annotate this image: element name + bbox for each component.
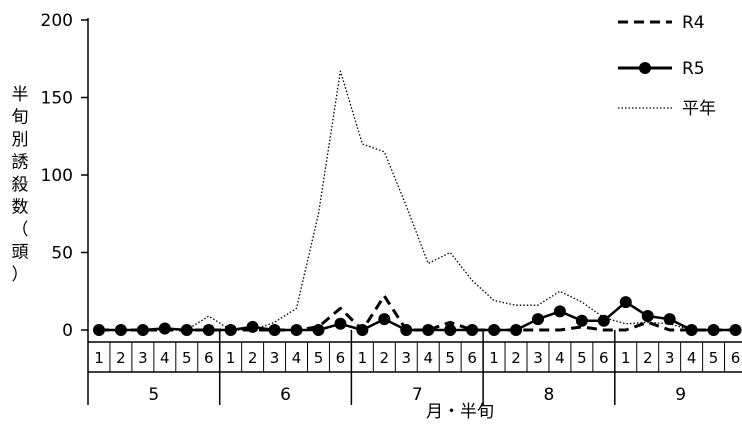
x-tick-label: 1 bbox=[489, 349, 499, 367]
x-tick-label: 1 bbox=[621, 349, 631, 367]
x-tick-label: 2 bbox=[248, 349, 258, 367]
x-tick-label: 5 bbox=[709, 349, 719, 367]
y-tick-label: 150 bbox=[41, 89, 73, 109]
x-tick-label: 5 bbox=[577, 349, 587, 367]
x-tick-label: 4 bbox=[292, 349, 302, 367]
legend-label-heinen: 平年 bbox=[682, 99, 716, 119]
y-tick-label: 50 bbox=[51, 244, 73, 264]
series-point bbox=[575, 314, 588, 327]
series-layer bbox=[92, 70, 742, 336]
series-point bbox=[92, 324, 105, 336]
x-tick-label: 6 bbox=[467, 349, 477, 367]
series-point bbox=[422, 324, 435, 336]
y-tick-label: 200 bbox=[41, 11, 73, 31]
x-tick-label: 6 bbox=[599, 349, 609, 367]
series-point bbox=[114, 324, 127, 336]
series-point bbox=[246, 320, 259, 333]
x-tick-label: 2 bbox=[643, 349, 653, 367]
series-point bbox=[400, 324, 413, 336]
x-tick-label: 3 bbox=[665, 349, 675, 367]
series-point bbox=[290, 324, 303, 336]
x-axis-month-labels: 5 6 7 8 9 bbox=[148, 385, 686, 405]
series-point bbox=[334, 317, 347, 330]
x-tick-label: 6 bbox=[336, 349, 346, 367]
series-line-2 bbox=[99, 70, 736, 331]
month-label: 8 bbox=[544, 385, 555, 405]
x-tick-label: 1 bbox=[226, 349, 236, 367]
series-point bbox=[663, 313, 676, 326]
x-tick-label: 5 bbox=[445, 349, 455, 367]
series-point bbox=[158, 322, 171, 335]
series-point bbox=[685, 324, 698, 336]
series-point bbox=[597, 314, 610, 327]
x-tick-label: 5 bbox=[182, 349, 192, 367]
x-tick-label: 4 bbox=[423, 349, 433, 367]
x-tick-label: 2 bbox=[380, 349, 390, 367]
series-point bbox=[466, 324, 479, 336]
series-line-0 bbox=[99, 294, 736, 332]
legend-label-r4: R4 bbox=[682, 13, 705, 33]
series-point bbox=[224, 324, 237, 336]
x-tick-label: 6 bbox=[731, 349, 741, 367]
month-label: 5 bbox=[148, 385, 159, 405]
x-tick-label: 5 bbox=[314, 349, 324, 367]
series-point bbox=[378, 313, 391, 326]
x-tick-label: 3 bbox=[270, 349, 280, 367]
series-point bbox=[729, 324, 742, 336]
x-tick-label: 1 bbox=[94, 349, 104, 367]
x-tick-label: 4 bbox=[555, 349, 565, 367]
x-tick-label: 1 bbox=[358, 349, 368, 367]
y-tick-label: 100 bbox=[41, 166, 73, 186]
series-point bbox=[356, 324, 369, 336]
series-point bbox=[619, 296, 632, 309]
legend: R4 R5 平年 bbox=[618, 13, 716, 119]
x-tick-label: 3 bbox=[533, 349, 543, 367]
series-point bbox=[180, 324, 193, 336]
series-point bbox=[531, 313, 544, 326]
y-axis-title: 半旬別誘殺数（頭） bbox=[12, 85, 29, 285]
x-tick-label: 2 bbox=[116, 349, 126, 367]
series-point bbox=[312, 324, 325, 336]
x-tick-label: 3 bbox=[138, 349, 148, 367]
series-point bbox=[641, 310, 654, 323]
series-point bbox=[488, 324, 501, 336]
y-axis-ticks: 0 50 100 150 200 bbox=[41, 11, 88, 341]
month-label: 7 bbox=[412, 385, 423, 405]
x-axis-title: 月・半旬 bbox=[426, 402, 494, 422]
series-point bbox=[136, 324, 149, 336]
month-label: 6 bbox=[280, 385, 291, 405]
series-point bbox=[707, 324, 720, 336]
x-tick-label: 6 bbox=[204, 349, 214, 367]
month-label: 9 bbox=[675, 385, 686, 405]
x-tick-label: 2 bbox=[511, 349, 521, 367]
legend-label-r5: R5 bbox=[682, 59, 705, 79]
legend-marker-r5 bbox=[639, 62, 651, 74]
series-point bbox=[444, 324, 457, 336]
series-point bbox=[202, 324, 215, 336]
series-point bbox=[268, 324, 281, 336]
x-tick-label: 4 bbox=[160, 349, 170, 367]
series-point bbox=[510, 324, 523, 336]
x-tick-label: 3 bbox=[402, 349, 412, 367]
series-point bbox=[553, 305, 566, 318]
y-tick-label: 0 bbox=[62, 321, 73, 341]
x-tick-label: 4 bbox=[687, 349, 697, 367]
